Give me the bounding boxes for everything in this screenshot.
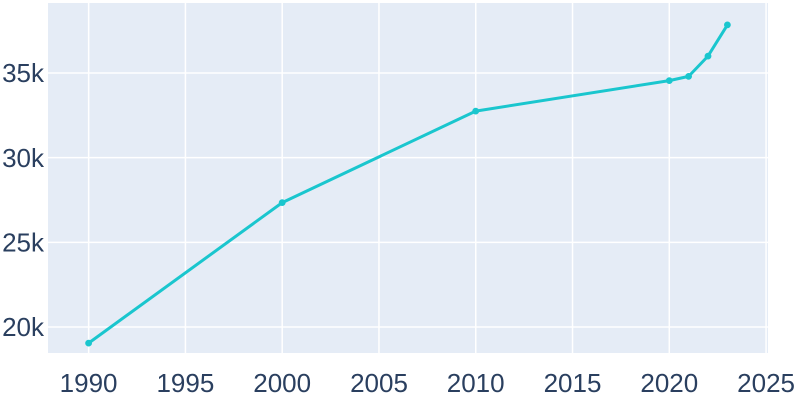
data-point-marker[interactable] (724, 21, 731, 29)
x-tick-label: 2000 (253, 368, 311, 398)
y-tick-label: 35k (2, 58, 45, 88)
y-tick-label: 20k (2, 312, 45, 342)
x-tick-label: 2025 (737, 368, 795, 398)
y-tick-label: 25k (2, 227, 45, 257)
data-point-marker[interactable] (704, 52, 712, 60)
x-tick-label: 1990 (60, 368, 118, 398)
x-tick-label: 2010 (447, 368, 505, 398)
data-point-marker[interactable] (472, 107, 480, 115)
x-tick-label: 1995 (156, 368, 214, 398)
data-point-marker[interactable] (278, 199, 286, 207)
data-point-marker[interactable] (685, 73, 692, 80)
x-tick-label: 2015 (544, 368, 602, 398)
y-tick-label: 30k (2, 143, 45, 173)
data-point-marker[interactable] (85, 339, 92, 347)
x-tick-label: 2005 (350, 368, 408, 398)
plot-background[interactable] (48, 3, 768, 353)
data-point-marker[interactable] (665, 77, 673, 84)
x-tick-label: 2020 (640, 368, 698, 398)
